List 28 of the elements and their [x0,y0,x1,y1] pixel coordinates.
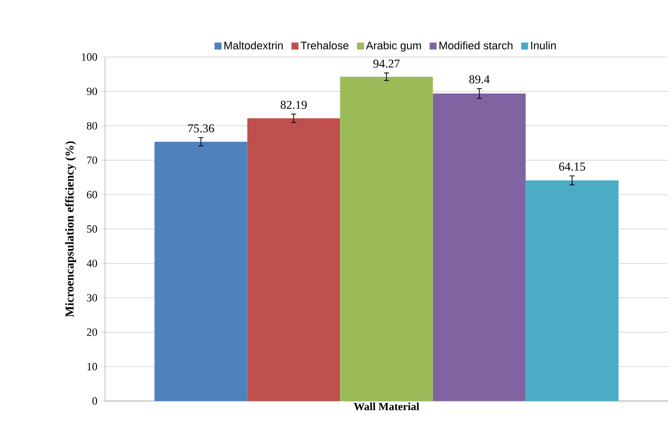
y-tick-label: 40 [86,260,98,268]
bar [154,142,248,401]
y-tick-label: 90 [86,88,98,96]
y-tick-label: 10 [87,362,98,370]
y-tick-label: 80 [86,122,98,130]
legend-label: Arabic gum [366,41,421,52]
data-label: 94.27 [373,60,400,68]
bar [340,76,433,401]
data-label: 89.4 [469,75,490,84]
data-label: 82.19 [280,100,307,109]
y-tick-label: 60 [86,190,98,198]
y-tick-label: 0 [92,397,98,405]
x-axis-title: Wall Material [354,402,420,410]
bar [247,118,340,401]
bar [432,93,526,401]
legend-label: Modified starch [439,41,512,50]
y-tick-label: 50 [87,225,98,233]
bar [526,180,619,401]
y-tick-label: 20 [86,328,98,336]
y-axis-title: Microencapsulation efficiency (%) [65,141,76,317]
data-label: 75.36 [188,124,214,132]
data-label: 64.15 [559,162,586,171]
y-tick-label: 100 [82,53,98,61]
legend-label: Maltodextrin [224,41,283,50]
y-tick-label: 30 [87,294,98,302]
y-tick-label: 70 [87,156,98,164]
legend-label: Trehalose [300,41,348,50]
legend-label: Inulin [531,41,556,50]
